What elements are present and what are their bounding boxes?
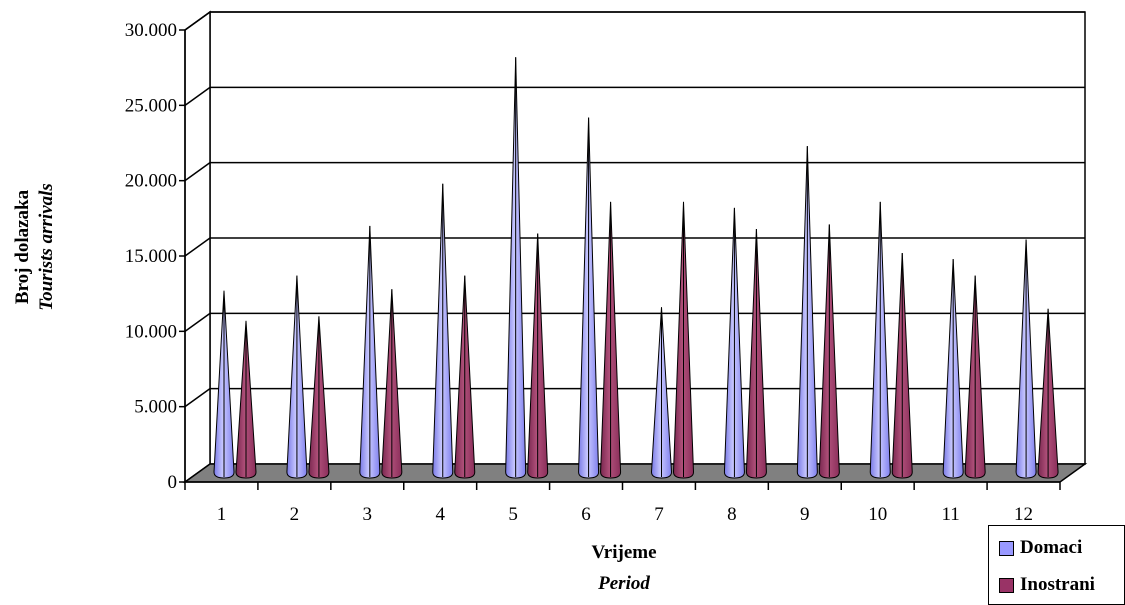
gridline-side — [184, 312, 211, 332]
legend-swatch-inostrani — [999, 577, 1014, 593]
x-tick-label: 8 — [727, 504, 737, 525]
y-tick-label: 30.000 — [125, 20, 177, 41]
y-axis-title: Broj dolazaka Tourists arrivals — [12, 183, 57, 311]
legend-label-domaci: Domaci — [1020, 537, 1083, 558]
gridlines — [184, 11, 1085, 408]
x-axis-title-sub: Period — [597, 573, 650, 594]
y-tick-label: 15.000 — [125, 246, 177, 267]
x-tick-label: 7 — [654, 504, 664, 525]
legend: Domaci Inostrani — [988, 525, 1125, 605]
y-axis-title-sub: Tourists arrivals — [36, 183, 57, 311]
x-tick-label: 6 — [581, 504, 591, 525]
gridline-side — [184, 237, 211, 257]
y-tick-label: 5.000 — [134, 397, 177, 418]
x-axis: 1 2 3 4 5 6 7 8 9 10 11 12 — [184, 481, 1061, 525]
gridline-side — [184, 162, 211, 182]
x-tick-label: 10 — [868, 504, 887, 525]
legend-item-inostrani: Inostrani — [999, 573, 1095, 597]
x-tick-label: 11 — [941, 504, 959, 525]
bars — [213, 57, 1059, 479]
x-tick-label: 2 — [290, 504, 300, 525]
legend-label-inostrani: Inostrani — [1020, 574, 1095, 595]
y-axis: 0 5.000 10.000 15.000 20.000 25.000 30.000 — [125, 20, 186, 493]
gridline-side — [184, 86, 211, 106]
y-axis-title-main: Broj dolazaka — [12, 189, 33, 304]
y-tick-label: 20.000 — [125, 171, 177, 192]
legend-swatch-domaci — [999, 540, 1014, 556]
x-tick-label: 9 — [800, 504, 810, 525]
x-axis-title-main: Vrijeme — [591, 542, 656, 563]
gridline-side — [184, 388, 211, 408]
y-tick-label: 0 — [168, 472, 178, 493]
x-tick-label: 12 — [1014, 504, 1033, 525]
y-tick-label: 10.000 — [125, 321, 177, 342]
y-tick-label: 25.000 — [125, 95, 177, 116]
x-tick-label: 4 — [435, 504, 445, 525]
legend-item-domaci: Domaci — [999, 536, 1082, 560]
gridline-side — [184, 11, 211, 31]
x-tick-label: 1 — [217, 504, 227, 525]
x-tick-label: 3 — [363, 504, 373, 525]
x-tick-label: 5 — [508, 504, 518, 525]
